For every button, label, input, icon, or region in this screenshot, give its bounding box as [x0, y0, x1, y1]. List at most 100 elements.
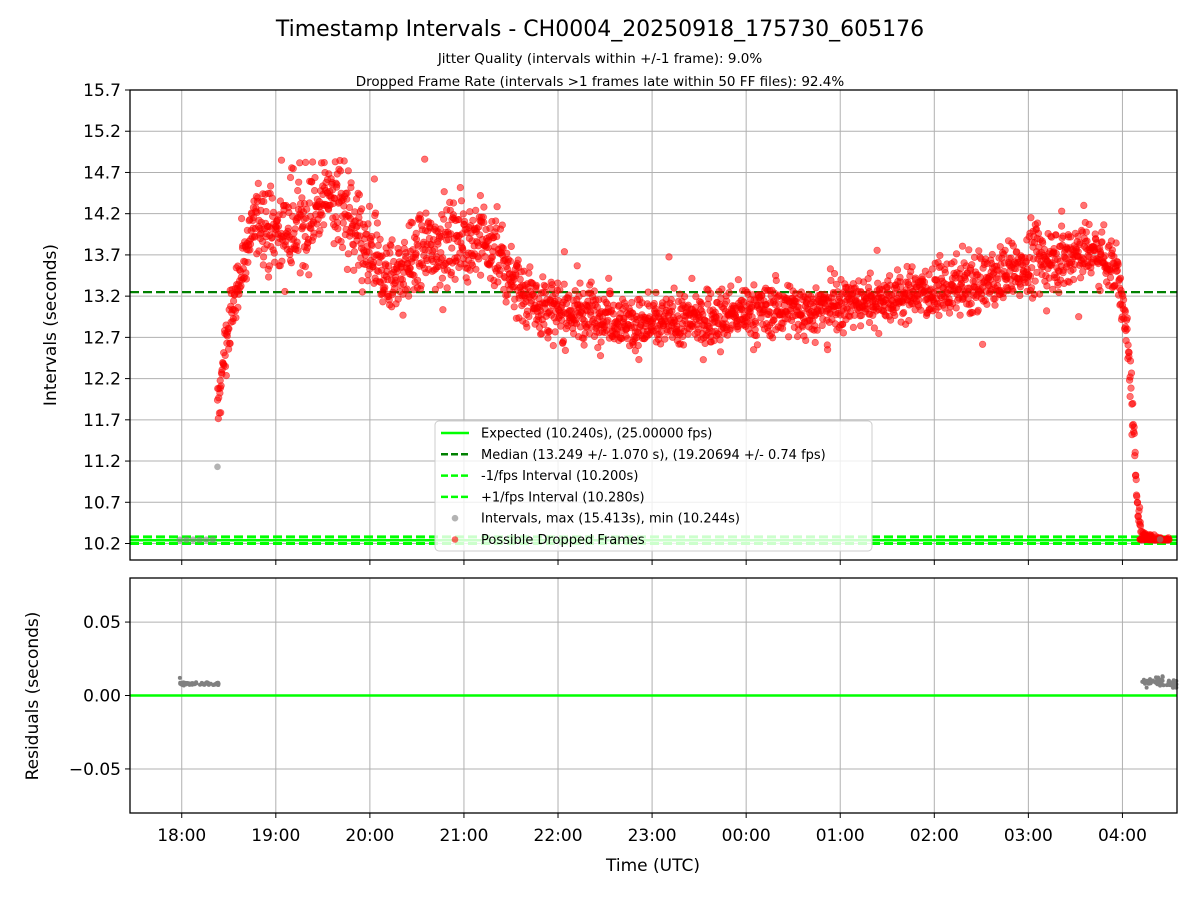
dropped-frame-point: [439, 254, 447, 262]
x-tick-label: 04:00: [1098, 826, 1147, 846]
dropped-frame-point: [350, 266, 358, 274]
dropped-frame-point: [217, 382, 225, 390]
dropped-frame-point: [968, 261, 976, 269]
dropped-frame-point: [749, 346, 758, 354]
dropped-frame-point: [1106, 274, 1115, 282]
dropped-frame-point: [544, 334, 552, 342]
dropped-frame-point: [1119, 296, 1128, 304]
intervals-y-tick-label: 11.2: [83, 452, 121, 472]
dropped-frame-point: [596, 352, 605, 360]
dropped-frame-point: [839, 329, 848, 337]
dropped-frame-point: [1027, 214, 1035, 222]
residual-point: [193, 681, 198, 686]
dropped-frame-point: [1079, 268, 1087, 276]
dropped-frame-point: [811, 338, 819, 347]
dropped-frame-point: [661, 335, 669, 343]
dropped-frame-point: [1098, 228, 1106, 236]
dropped-frame-point: [975, 247, 983, 255]
dropped-frame-point: [448, 244, 456, 252]
dropped-frame-point: [421, 155, 429, 163]
residual-point: [185, 681, 190, 685]
dropped-frame-point: [447, 268, 456, 277]
dropped-frame-point: [908, 263, 916, 271]
dropped-frame-point: [347, 179, 355, 187]
dropped-frame-point: [950, 258, 958, 266]
dropped-frame-point: [656, 340, 665, 348]
dropped-frame-point: [667, 295, 675, 304]
dropped-frame-point: [718, 285, 726, 293]
dropped-frame-point: [320, 221, 328, 229]
residual-point: [203, 681, 208, 686]
dropped-frame-point: [897, 283, 905, 291]
intervals-y-tick-label: 10.7: [83, 493, 121, 513]
dropped-frame-point: [597, 338, 605, 346]
chart-legend: Expected (10.240s), (25.00000 fps) Median…: [434, 420, 873, 552]
dropped-frame-point: [1123, 314, 1131, 322]
legend-entry-label: Intervals, max (15.413s), min (10.244s): [481, 512, 740, 527]
dropped-frame-point: [551, 328, 559, 336]
dropped-frame-point: [1165, 536, 1173, 544]
dropped-frame-point: [381, 284, 389, 292]
dropped-frame-point: [225, 325, 233, 333]
dropped-frame-point: [481, 253, 489, 261]
dropped-frame-point: [1076, 274, 1085, 282]
dropped-frame-point: [565, 291, 573, 299]
x-tick-label: 02:00: [910, 826, 959, 846]
dropped-frame-point: [265, 262, 274, 270]
residuals-y-axis-label: Residuals (seconds): [23, 612, 43, 781]
intervals-points: [176, 155, 1173, 544]
dropped-frame-point: [459, 210, 467, 218]
dropped-frame-point: [1113, 267, 1121, 275]
dropped-frame-point: [1133, 492, 1141, 501]
dropped-frame-point: [556, 286, 564, 294]
dropped-frame-point: [405, 292, 413, 300]
intervals-y-tick-label: 14.2: [83, 205, 121, 225]
dropped-frame-point: [752, 319, 760, 327]
dropped-frame-point: [431, 285, 440, 294]
dropped-frame-point: [466, 208, 474, 216]
dropped-frame-point: [494, 278, 502, 286]
dropped-frame-point: [905, 317, 913, 325]
dropped-frame-point: [1123, 325, 1131, 333]
dropped-frame-point: [1066, 233, 1075, 241]
dropped-frame-point: [343, 189, 351, 197]
dropped-frame-point: [590, 287, 599, 295]
dropped-frame-point: [795, 303, 803, 311]
dropped-frame-point: [503, 249, 511, 257]
dropped-frame-point: [1083, 237, 1091, 245]
dropped-frame-point: [999, 294, 1007, 302]
dropped-frame-point: [493, 233, 501, 241]
dropped-frame-point: [298, 194, 306, 202]
dropped-frame-point: [434, 240, 442, 248]
dropped-frame-point: [1031, 277, 1039, 285]
dropped-frame-point: [232, 314, 240, 322]
x-tick-label: 18:00: [157, 826, 206, 846]
dropped-frame-point: [606, 290, 614, 298]
dropped-frame-point: [865, 318, 874, 327]
dropped-frame-point: [635, 356, 643, 364]
dropped-frame-point: [456, 184, 464, 192]
dropped-frame-point: [355, 191, 364, 199]
dropped-frame-point: [291, 225, 299, 233]
residual-point: [215, 680, 220, 685]
dropped-frame-point: [991, 301, 999, 309]
chart-title: Timestamp Intervals - CH0004_20250918_17…: [275, 17, 924, 42]
intervals-y-tick-label: 13.2: [83, 287, 121, 307]
dropped-frame-point: [217, 409, 225, 417]
dropped-frame-point: [514, 256, 522, 264]
dropped-frame-point: [915, 296, 923, 304]
residual-point: [1159, 682, 1164, 687]
dropped-frame-point: [866, 269, 874, 277]
dropped-frame-point: [1101, 252, 1109, 260]
dropped-frame-point: [893, 266, 902, 274]
dropped-frame-point: [1127, 369, 1136, 377]
dropped-frame-point: [1075, 313, 1083, 321]
x-tick-label: 23:00: [628, 826, 677, 846]
dropped-frame-point: [716, 348, 725, 356]
dropped-frame-point: [403, 285, 411, 293]
dropped-frame-point: [1125, 348, 1133, 357]
dropped-frame-point: [444, 221, 452, 229]
dropped-frame-point: [587, 278, 595, 286]
dropped-frame-point: [499, 244, 507, 252]
